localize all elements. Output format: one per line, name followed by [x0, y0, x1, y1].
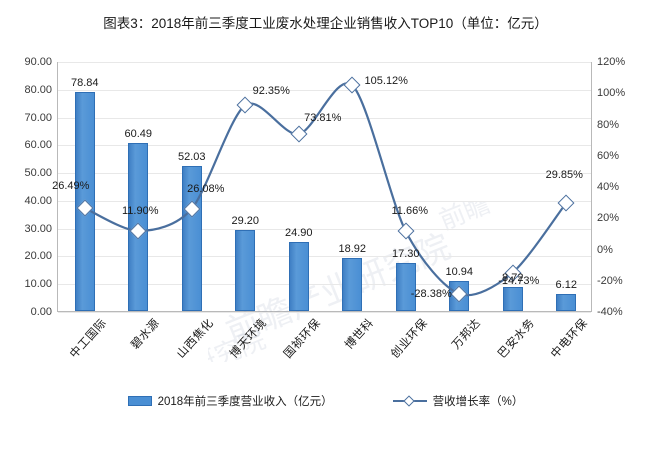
- gridline: [58, 173, 591, 175]
- gridline: [58, 117, 591, 119]
- line-value-label: 26.08%: [187, 182, 225, 195]
- gridline: [58, 312, 591, 313]
- y-tick-right: 100%: [597, 87, 626, 100]
- x-axis-label: 万邦达: [450, 317, 484, 352]
- bar[interactable]: [235, 229, 256, 311]
- line-value-label: 26.49%: [52, 180, 90, 193]
- y-tick-left: 40.00: [24, 194, 52, 207]
- bar-value-label: 8.72: [502, 271, 524, 284]
- gridline: [58, 228, 591, 230]
- y-tick-right: 60%: [597, 149, 620, 162]
- line-value-label: 105.12%: [364, 75, 408, 88]
- bar-swatch-icon: [127, 396, 152, 406]
- bar[interactable]: [502, 286, 523, 311]
- x-axis-label: 创业环保: [388, 317, 430, 361]
- y-tick-right: 40%: [597, 181, 620, 193]
- x-axis-label: 碧水源: [129, 317, 163, 352]
- bar[interactable]: [556, 294, 577, 311]
- bar-value-label: 17.30: [391, 247, 420, 260]
- line-value-label: 11.66%: [391, 205, 429, 218]
- x-axis-label: 博世科: [343, 317, 377, 352]
- line-value-label: 92.35%: [252, 85, 290, 98]
- y-axis-left: 0.00 10.00 20.00 30.00 40.00 50.00 60.00 70.00 8…: [0, 56, 52, 318]
- gridline: [58, 200, 591, 202]
- bar[interactable]: [342, 258, 363, 311]
- line-series: [83, 82, 568, 297]
- y-tick-right: -40%: [597, 306, 623, 318]
- x-axis-label: 中工国际: [67, 317, 109, 361]
- x-axis-label: 中电环保: [549, 317, 591, 361]
- x-axis-label: 国祯环保: [281, 317, 323, 361]
- y-axis-right: -40% -20% 0% 20% 40% 60% 80% 100% 120%: [597, 56, 649, 318]
- gridline: [58, 89, 591, 91]
- gridline: [58, 145, 591, 147]
- y-tick-left: 10.00: [24, 278, 52, 291]
- bar-value-label: 6.12: [555, 279, 577, 291]
- y-tick-left: 70.00: [24, 111, 52, 124]
- bar[interactable]: [288, 241, 309, 311]
- y-tick-right: 80%: [597, 118, 620, 131]
- y-tick-right: 120%: [597, 56, 626, 68]
- legend-label-revenue: 2018年前三季度营业收入（亿元）: [157, 396, 333, 408]
- x-axis-label: 巴安水务: [495, 317, 537, 361]
- x-axis-label: 博天环境: [228, 317, 270, 361]
- bar-value-label: 10.94: [445, 265, 474, 278]
- legend-item-growth[interactable]: 营收增长率（%）: [392, 393, 524, 409]
- legend-item-revenue[interactable]: 2018年前三季度营业收入（亿元）: [127, 393, 333, 409]
- y-tick-left: 20.00: [24, 250, 52, 263]
- growth-line: [83, 82, 568, 297]
- bar-value-label: 29.20: [231, 214, 260, 227]
- y-tick-left: 60.00: [24, 139, 52, 152]
- line-value-label: 73.81%: [304, 112, 342, 125]
- x-axis-labels: 中工国际 碧水源 山西焦化 博天环境 国祯环保 博世科 创业环保 万邦达 巴安水务 中电环保: [57, 313, 592, 383]
- line-value-label: 29.85%: [545, 168, 583, 181]
- bar[interactable]: [395, 262, 416, 311]
- y-tick-right: -20%: [597, 274, 623, 287]
- y-tick-left: 30.00: [24, 222, 52, 235]
- line-value-label: -14.73%: [498, 274, 540, 287]
- bar-value-label: 18.92: [338, 243, 367, 256]
- y-tick-right: 0%: [597, 243, 613, 256]
- y-tick-right: 20%: [597, 212, 620, 225]
- plot-area: 前瞻产业研究院 前瞻产业研究院 前瞻 78.8460.4952.0329.202…: [52, 62, 592, 362]
- bar-value-label: 52.03: [177, 151, 206, 164]
- x-axis-label: 山西焦化: [174, 317, 216, 361]
- y-tick-left: 90.00: [24, 56, 52, 68]
- y-tick-left: 80.00: [24, 83, 52, 96]
- line-value-label: -28.38%: [410, 287, 452, 300]
- chart-legend: 2018年前三季度营业收入（亿元） 营收增长率（%）: [0, 388, 651, 414]
- y-tick-left: 50.00: [24, 167, 52, 180]
- gridline: [58, 284, 591, 286]
- gridline: [58, 62, 591, 63]
- bar-value-label: 24.90: [284, 226, 313, 239]
- gridline: [58, 256, 591, 258]
- bar-value-label: 78.84: [70, 77, 99, 89]
- bar-value-label: 60.49: [124, 127, 153, 140]
- chart-title: 图表3：2018年前三季度工业废水处理企业销售收入TOP10（单位：亿元）: [103, 16, 548, 31]
- y-tick-left: 0.00: [30, 306, 52, 318]
- line-value-label: 11.90%: [122, 204, 159, 217]
- line-swatch-icon: [392, 395, 427, 407]
- legend-label-growth: 营收增长率（%）: [432, 396, 524, 408]
